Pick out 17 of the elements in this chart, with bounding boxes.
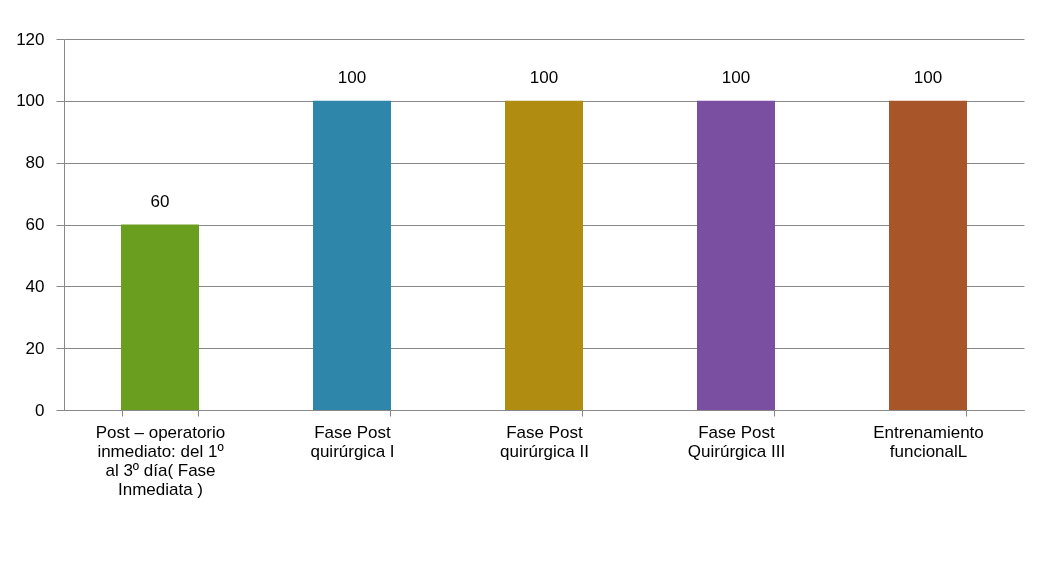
data-label: 100 <box>913 67 943 87</box>
data-label: 100 <box>721 67 751 87</box>
data-label: 100 <box>529 67 559 87</box>
y-tick-label: 0 <box>35 400 45 420</box>
data-label: 60 <box>150 191 170 211</box>
y-tick-label: 100 <box>16 91 45 111</box>
x-tick-label: Fase Post Quirúrgica III <box>687 422 786 461</box>
y-tick-label: 80 <box>25 153 45 173</box>
y-tick-label: 20 <box>25 338 45 358</box>
y-tick-label: 40 <box>25 276 45 296</box>
y-tick-label: 120 <box>16 29 45 49</box>
y-tick-label: 60 <box>25 215 45 234</box>
x-tick-label: Fase Post quirúrgica I <box>310 422 395 461</box>
x-tick-label: Entrenamiento funcionalL <box>873 422 984 461</box>
x-tick-label: Post – operatorio inmediato: del 1º al 3º día( Fase Inmediata ) <box>95 422 226 499</box>
x-tick-label: Fase Post quirúrgica II <box>500 422 589 461</box>
data-label: 100 <box>337 67 367 87</box>
